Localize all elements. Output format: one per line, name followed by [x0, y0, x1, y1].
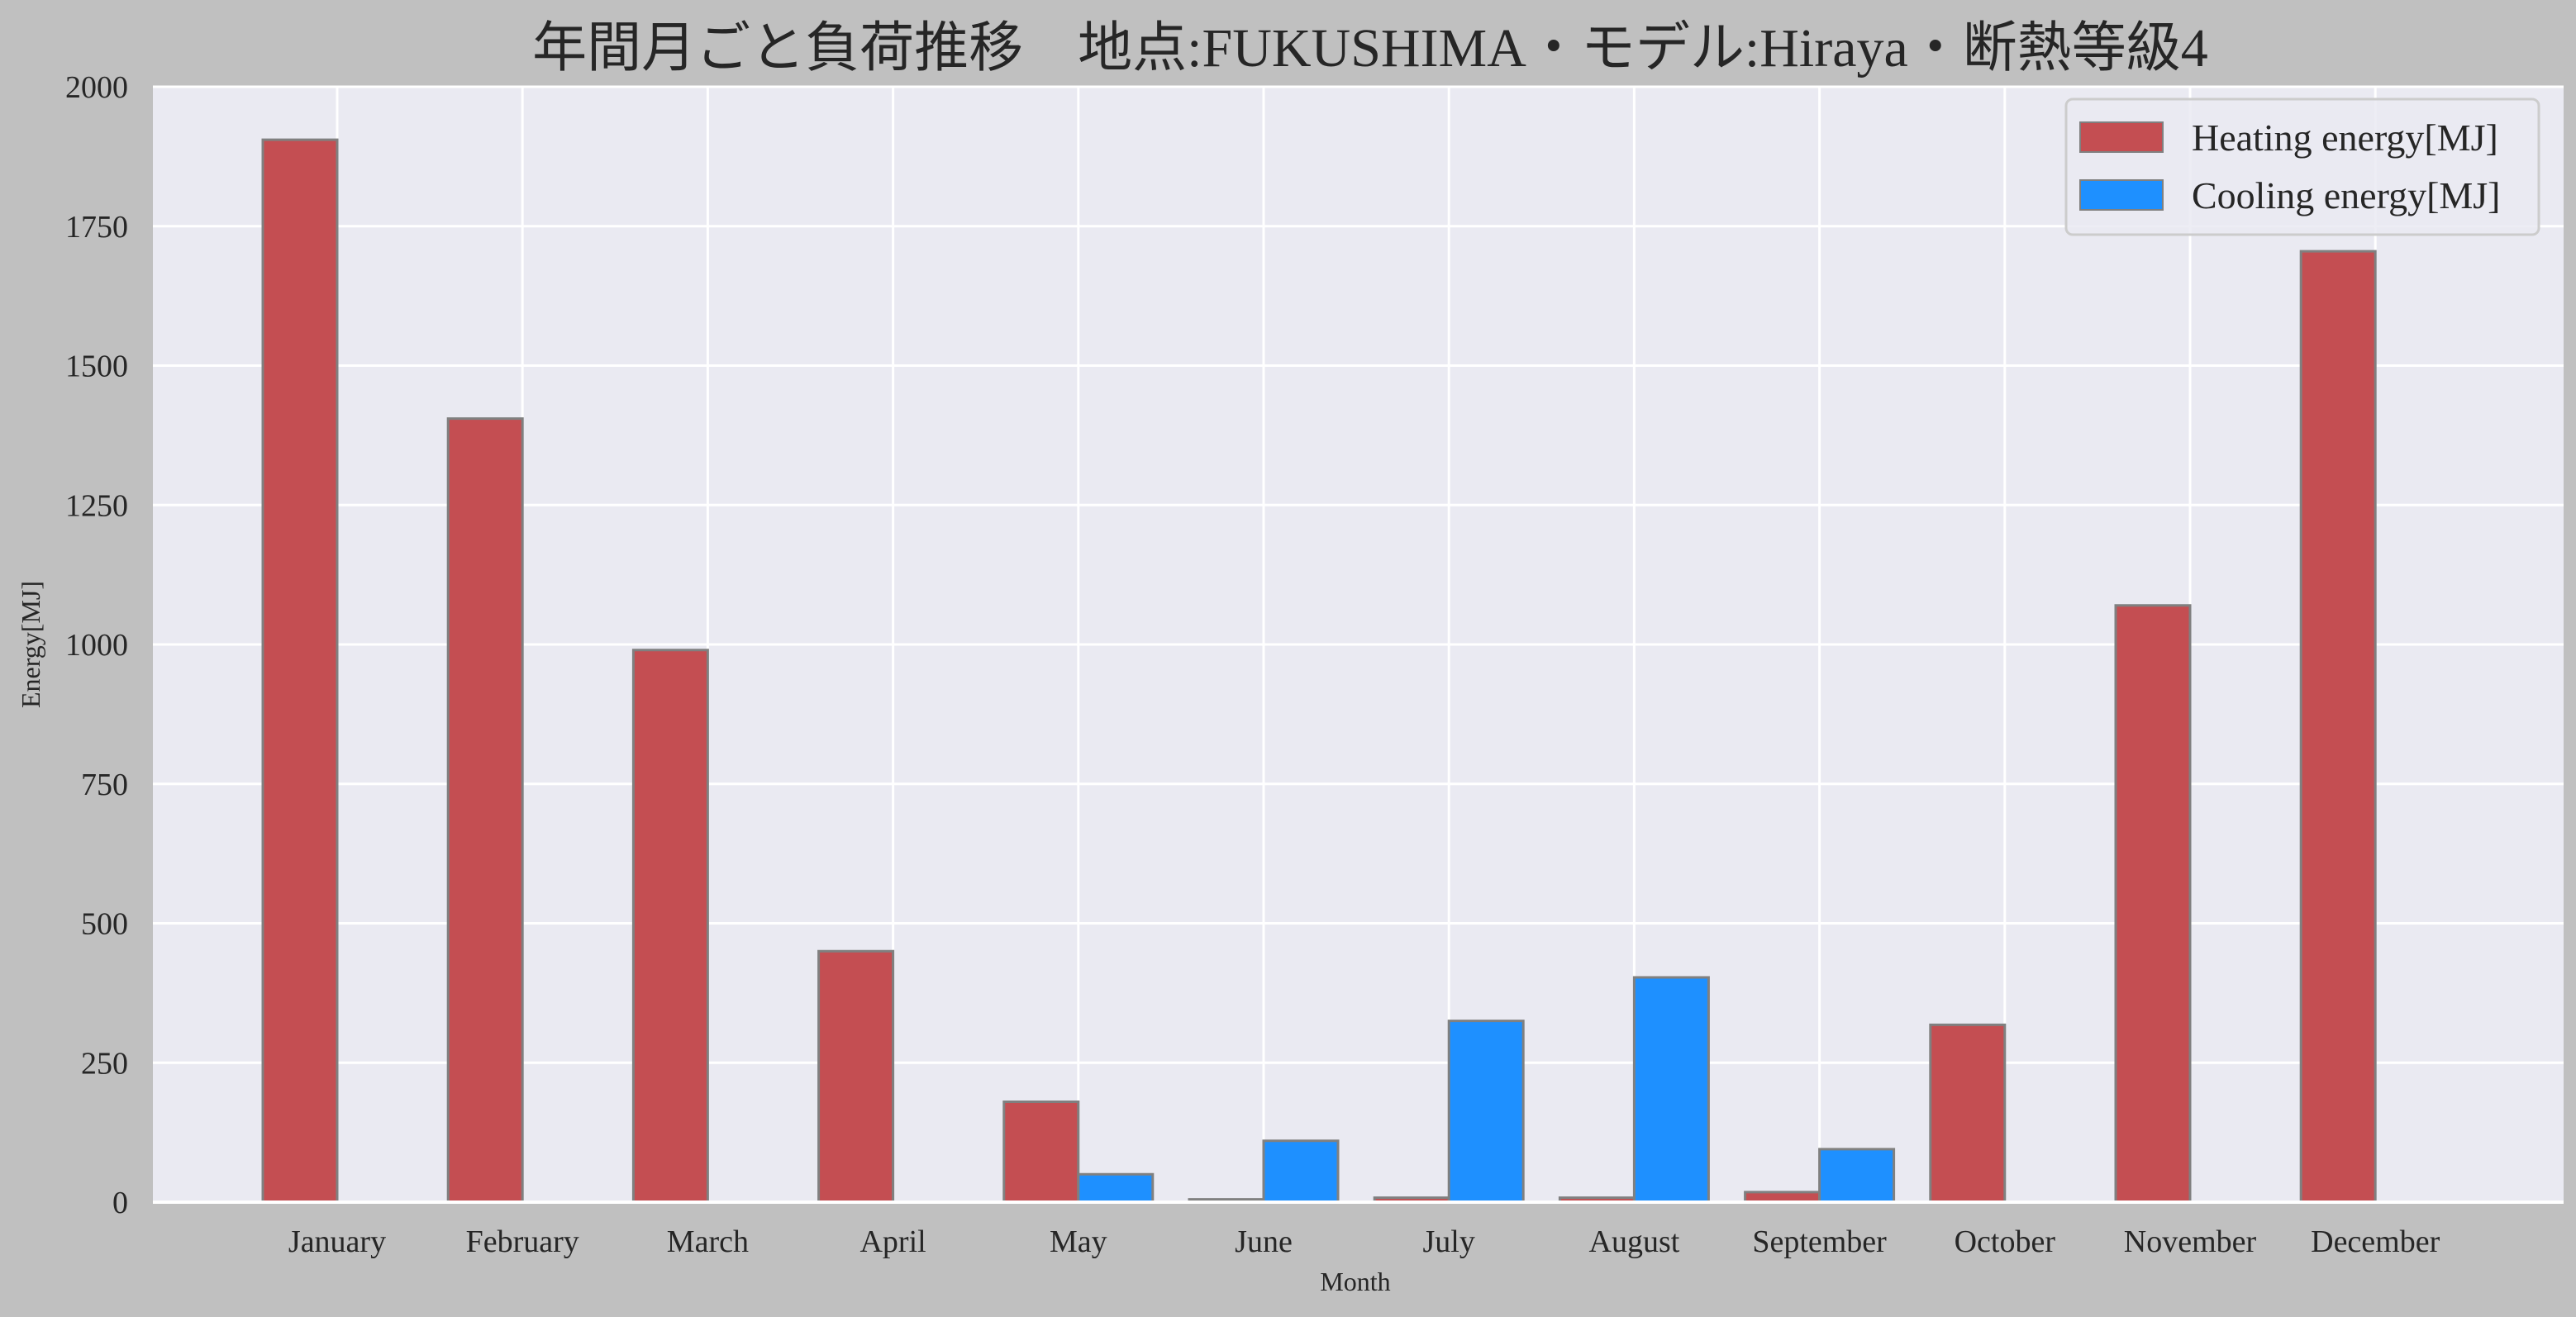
y-tick-label: 1500: [65, 349, 128, 384]
heating-bar: [2299, 250, 2377, 1204]
heating-bar: [1002, 1101, 1080, 1204]
heating-bar: [1929, 1023, 2007, 1204]
bars: [153, 138, 2564, 1204]
heating-bar: [2114, 604, 2192, 1204]
x-axis-tick-labels: January February March April May June July Augu…: [288, 1224, 2440, 1259]
heating-bar: [261, 138, 339, 1204]
x-tick-label: March: [667, 1224, 749, 1259]
cooling-bar: [1077, 1172, 1155, 1204]
y-axis-label: Energy[MJ]: [16, 581, 45, 708]
x-tick-label: September: [1752, 1224, 1887, 1259]
x-tick-label: December: [2311, 1224, 2440, 1259]
cooling-bar: [1632, 976, 1710, 1204]
y-tick-label: 1750: [65, 210, 128, 245]
x-axis-label: Month: [1320, 1267, 1390, 1296]
y-axis-tick-labels: 0 250 500 750 1000 1250 1500 1750 2000: [65, 70, 128, 1220]
cooling-bar: [1262, 1139, 1340, 1204]
chart-title: 年間月ごと負荷推移 地点:FUKUSHIMA・モデル:Hiraya・断熱等級4: [532, 18, 2208, 78]
legend-swatch-cooling: [2079, 179, 2164, 211]
legend-swatch-heating: [2079, 121, 2164, 153]
legend-label-heating: Heating energy[MJ]: [2192, 116, 2498, 159]
y-tick-label: 1000: [65, 628, 128, 663]
legend-label-cooling: Cooling energy[MJ]: [2192, 174, 2501, 216]
x-tick-label: June: [1235, 1224, 1293, 1259]
x-tick-label: January: [288, 1224, 386, 1259]
y-tick-label: 2000: [65, 70, 128, 105]
y-tick-label: 500: [81, 907, 128, 942]
x-tick-label: May: [1050, 1224, 1107, 1259]
x-tick-label: April: [859, 1224, 926, 1259]
x-tick-label: February: [466, 1224, 579, 1259]
heating-bar: [631, 649, 709, 1204]
heating-bar: [446, 417, 524, 1204]
y-tick-label: 250: [81, 1046, 128, 1081]
y-tick-label: 750: [81, 768, 128, 802]
y-tick-label: 1250: [65, 488, 128, 523]
legend: Heating energy[MJ] Cooling energy[MJ]: [2064, 97, 2540, 236]
x-tick-label: July: [1423, 1224, 1475, 1259]
cooling-bar: [1447, 1020, 1525, 1204]
x-tick-label: August: [1589, 1224, 1680, 1259]
y-tick-label: 0: [112, 1186, 128, 1220]
heating-bar: [817, 949, 895, 1204]
x-tick-label: November: [2124, 1224, 2257, 1259]
x-tick-label: October: [1955, 1224, 2056, 1259]
legend-box: [2064, 97, 2540, 236]
cooling-bar: [1818, 1148, 1896, 1204]
